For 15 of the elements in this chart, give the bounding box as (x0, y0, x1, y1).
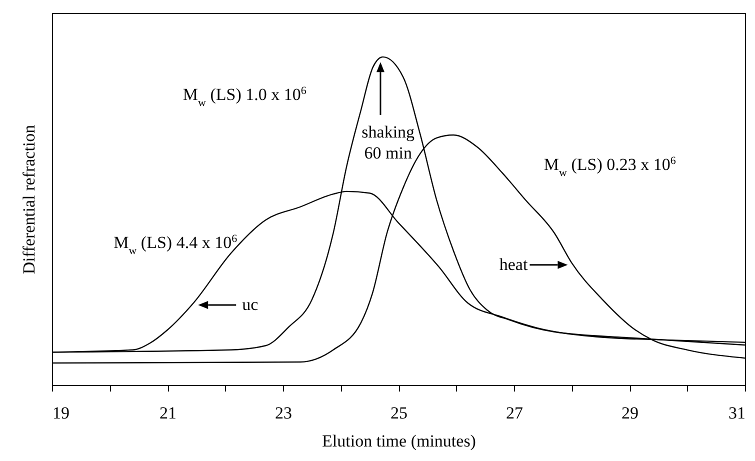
x-tick-label: 21 (160, 404, 176, 422)
annotation: heat (499, 254, 528, 274)
annotation: M$_{w}$ (LS) 0.23 x 10$^{6}$ (544, 155, 676, 180)
x-tick-label: 27 (506, 404, 524, 422)
x-tick-label: 25 (390, 404, 408, 422)
x-tick-label: 23 (275, 404, 292, 422)
annotation: M$_{w}$ (LS) 4.4 x 10$^{6}$ (114, 232, 238, 257)
y-axis-title: Differential refraction (20, 124, 38, 274)
x-tick-label: 29 (622, 404, 638, 422)
x-axis-title: Elution time (minutes) (322, 432, 476, 450)
annotation: uc (242, 294, 259, 314)
x-tick-label: 31 (728, 404, 746, 422)
x-tick-label: 19 (52, 404, 70, 422)
annotation: shaking 60 min (362, 122, 416, 163)
annotation: M$_{w}$ (LS) 1.0 x 10$^{6}$ (182, 84, 307, 109)
